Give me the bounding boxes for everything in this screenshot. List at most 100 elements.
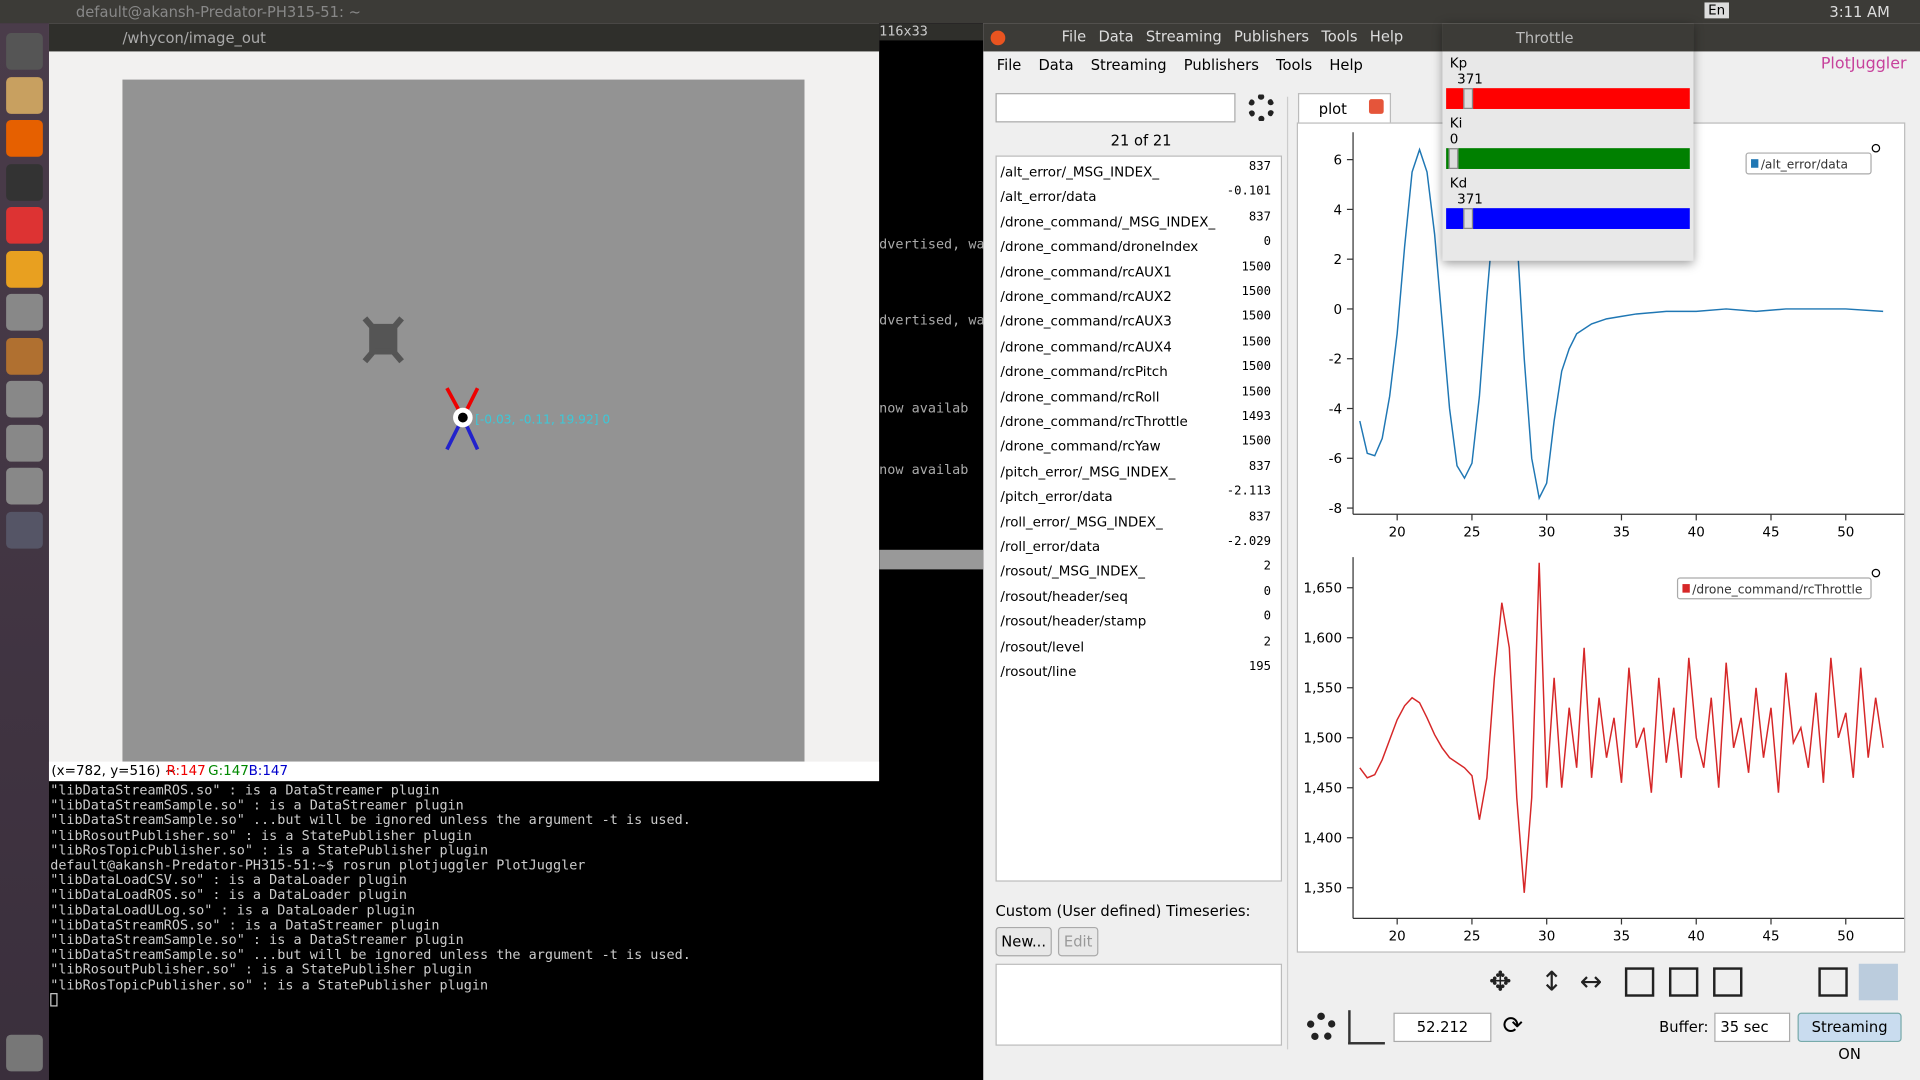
menu-item[interactable]: File bbox=[1061, 28, 1087, 46]
menu-item[interactable]: Tools bbox=[1276, 56, 1313, 74]
toolbar: ✥ ↕ ↔ bbox=[1489, 963, 1898, 1001]
menu-item[interactable]: Data bbox=[1098, 28, 1134, 46]
menu-item[interactable]: Streaming bbox=[1090, 56, 1167, 74]
series-name[interactable]: /rosout/level bbox=[1000, 638, 1085, 655]
series-name[interactable]: /drone_command/droneIndex bbox=[1000, 239, 1199, 255]
slider-handle bbox=[1448, 148, 1459, 169]
menu-item[interactable]: Data bbox=[1038, 56, 1074, 74]
search-box[interactable] bbox=[995, 93, 1236, 123]
legend-box bbox=[1676, 577, 1872, 600]
series-name[interactable]: /drone_command/rcPitch bbox=[1000, 363, 1168, 380]
series-name[interactable]: /rosout/header/stamp bbox=[1000, 613, 1147, 630]
series-name[interactable]: /drone_command/rcAUX2 bbox=[1000, 288, 1172, 305]
launcher-icon bbox=[6, 293, 43, 331]
reload[interactable]: ⟳ bbox=[1502, 1010, 1523, 1040]
series-value: 195 bbox=[1248, 660, 1272, 674]
plot-tab[interactable]: plot bbox=[1297, 93, 1392, 124]
gain-value: 0 bbox=[1449, 131, 1459, 147]
series-name[interactable]: /alt_error/_MSG_INDEX_ bbox=[1000, 164, 1160, 181]
slider[interactable] bbox=[1446, 208, 1690, 229]
series-value: 2 bbox=[1263, 560, 1272, 574]
slider-handle bbox=[1463, 208, 1474, 229]
terminal-line: "libDataStreamSample.so" : is a DataStre… bbox=[50, 797, 464, 814]
x-tick-label: 35 bbox=[1613, 929, 1630, 944]
y-tick-label: 1,650 bbox=[1304, 582, 1343, 597]
series-value: 837 bbox=[1248, 160, 1272, 174]
series-name[interactable]: /rosout/_MSG_INDEX_ bbox=[1000, 563, 1146, 580]
series-value: 1500 bbox=[1241, 435, 1272, 449]
menu-item[interactable]: Publishers bbox=[1233, 28, 1310, 46]
series-value: 1500 bbox=[1241, 335, 1272, 349]
terminal-text: now availab bbox=[879, 461, 969, 478]
series-value: 1500 bbox=[1241, 360, 1272, 374]
logo: PlotJuggler bbox=[1820, 55, 1907, 74]
menu-bar: File Data Streaming Publishers Tools Help bbox=[983, 51, 1920, 78]
series-name[interactable]: /drone_command/rcRoll bbox=[1000, 388, 1160, 405]
legend-swatch bbox=[1682, 584, 1690, 593]
edit-button[interactable]: Edit bbox=[1057, 926, 1099, 957]
terminal: "libDataStreamROS.so" : is a DataStreame… bbox=[48, 781, 980, 1080]
series-name[interactable]: /roll_error/data bbox=[1000, 538, 1101, 555]
y-tick-label: 0 bbox=[1333, 303, 1342, 318]
clock[interactable]: 3:11 AM bbox=[1829, 3, 1890, 21]
pan[interactable]: ✥ bbox=[1489, 967, 1512, 998]
series-name[interactable]: /drone_command/rcAUX1 bbox=[1000, 263, 1172, 280]
x-tick-label: 30 bbox=[1538, 525, 1555, 540]
series-name[interactable]: /drone_command/rcAUX3 bbox=[1000, 313, 1172, 330]
y-tick-label: -6 bbox=[1329, 452, 1342, 467]
series-name[interactable]: /pitch_error/data bbox=[1000, 488, 1113, 505]
launcher bbox=[0, 23, 49, 1080]
series-name[interactable]: /rosout/header/seq bbox=[1000, 588, 1128, 605]
series-value: 837 bbox=[1248, 510, 1272, 524]
slider[interactable] bbox=[1446, 148, 1690, 169]
blue: B:147 bbox=[248, 762, 289, 779]
streaming-button[interactable]: Streaming ON bbox=[1797, 1012, 1902, 1063]
series-value: 0 bbox=[1263, 235, 1272, 249]
series-name[interactable]: /rosout/line bbox=[1000, 663, 1077, 680]
menu-item[interactable]: Streaming bbox=[1145, 28, 1222, 46]
terminal-line: "libDataStreamSample.so" : is a DataStre… bbox=[50, 931, 464, 948]
y-tick-label: 1,450 bbox=[1304, 782, 1343, 797]
language[interactable]: En bbox=[1704, 2, 1729, 19]
launcher-icon bbox=[6, 380, 43, 418]
menu-item[interactable]: Publishers bbox=[1183, 56, 1259, 74]
zoom-v[interactable]: ↕ bbox=[1540, 967, 1563, 998]
series-name[interactable]: /drone_command/rcAUX4 bbox=[1000, 338, 1172, 355]
slider[interactable] bbox=[1446, 88, 1690, 109]
title-bar: /whycon/image_out bbox=[48, 23, 880, 52]
new-button[interactable]: New... bbox=[995, 926, 1052, 957]
plot-handle bbox=[1871, 143, 1881, 153]
launcher-icon bbox=[6, 467, 43, 505]
series-name[interactable]: /drone_command/rcThrottle bbox=[1000, 413, 1188, 430]
zoom-h[interactable]: ↔ bbox=[1580, 967, 1603, 998]
menu-item[interactable]: File bbox=[996, 56, 1022, 74]
pose-annotation: [-0.03, -0.11, 19.92] 0 bbox=[475, 413, 610, 427]
menu-item[interactable]: Help bbox=[1329, 56, 1363, 74]
series-name[interactable]: /alt_error/data bbox=[1000, 189, 1097, 205]
settings-2[interactable] bbox=[1306, 1012, 1336, 1043]
x-tick-label: 50 bbox=[1837, 929, 1854, 944]
green: G:147 bbox=[208, 762, 249, 779]
time-box[interactable]: 52.212 bbox=[1393, 1012, 1492, 1043]
terminal-line: "libDataStreamROS.so" : is a DataStreame… bbox=[50, 916, 440, 933]
time-icon[interactable] bbox=[1348, 1010, 1385, 1045]
x-tick-label: 25 bbox=[1463, 525, 1480, 540]
series-name[interactable]: /pitch_error/_MSG_INDEX_ bbox=[1000, 463, 1176, 480]
launcher-icon bbox=[6, 511, 43, 548]
series-name[interactable]: /drone_command/_MSG_INDEX_ bbox=[1000, 214, 1216, 230]
menu-item[interactable]: Help bbox=[1369, 28, 1404, 46]
x-tick-label: 20 bbox=[1389, 525, 1406, 540]
launcher-icon bbox=[6, 206, 43, 244]
series-name[interactable]: /roll_error/_MSG_INDEX_ bbox=[1000, 513, 1163, 530]
series-name[interactable]: /drone_command/rcYaw bbox=[1000, 438, 1161, 455]
launcher-icon bbox=[6, 424, 43, 462]
slider-handle bbox=[1463, 88, 1474, 109]
menu-item[interactable]: Tools bbox=[1321, 28, 1358, 46]
x-tick-label: 25 bbox=[1463, 929, 1480, 944]
x-tick-label: 30 bbox=[1538, 929, 1555, 944]
settings[interactable] bbox=[1247, 94, 1275, 122]
y-tick-label: 6 bbox=[1333, 154, 1342, 169]
buffer-box[interactable]: 35 sec bbox=[1714, 1012, 1791, 1043]
